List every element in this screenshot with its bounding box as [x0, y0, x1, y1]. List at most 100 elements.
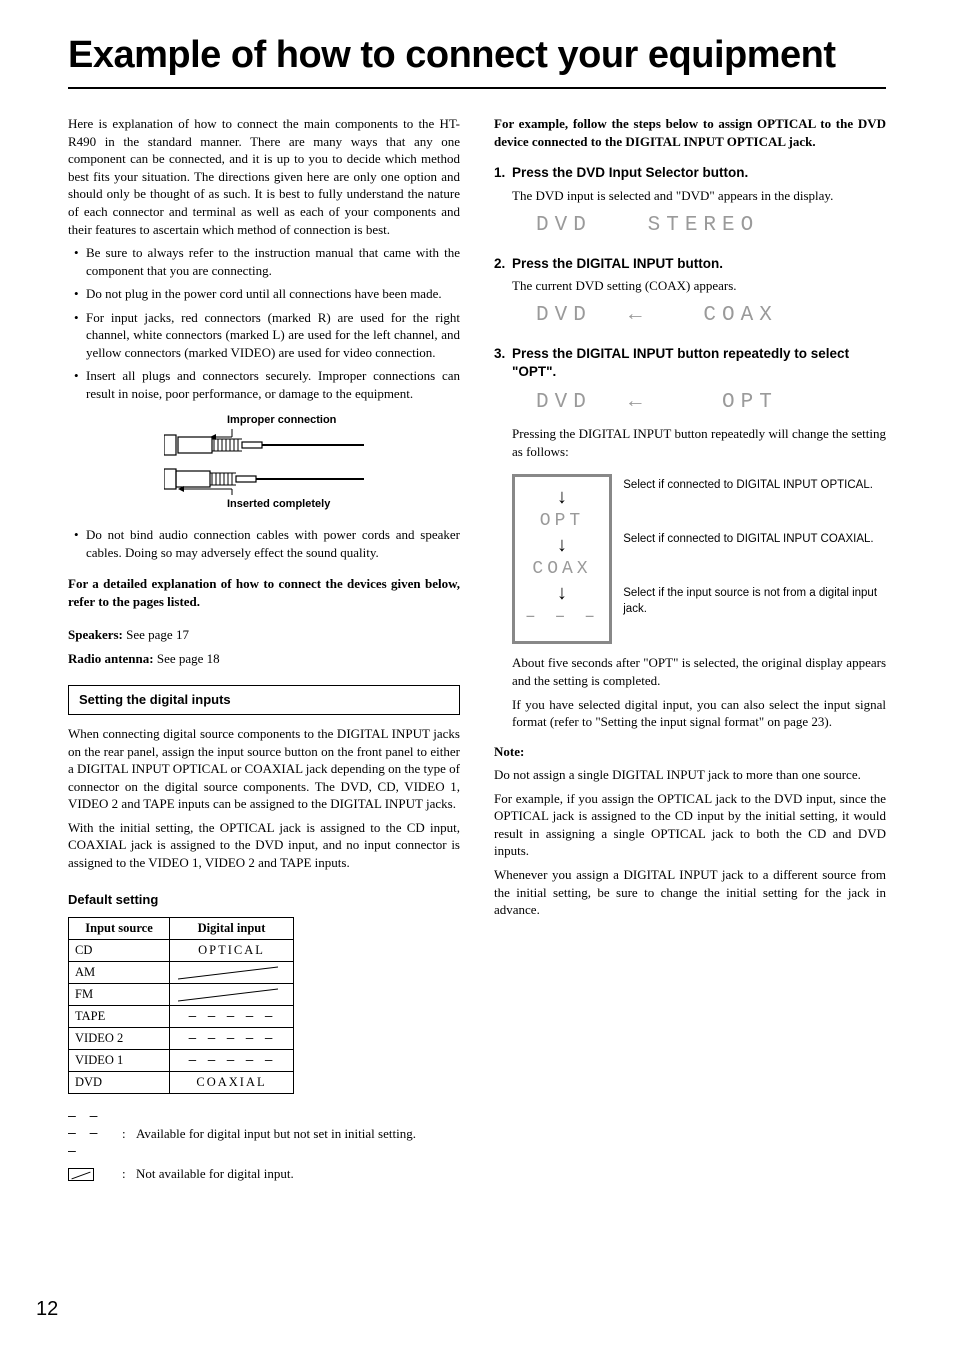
default-setting-heading: Default setting — [68, 891, 460, 909]
bullet-item: Insert all plugs and connectors securely… — [68, 367, 460, 402]
flow-item: COAX — [519, 557, 605, 581]
note-p3: Whenever you assign a DIGITAL INPUT jack… — [494, 866, 886, 919]
legend-text: Available for digital input but not set … — [136, 1125, 460, 1143]
step-text: The current DVD setting (COAX) appears. — [512, 277, 886, 295]
flow-arrow-icon: ↓ — [519, 487, 605, 507]
table-row: VIDEO 1 – – – – – — [69, 1049, 294, 1071]
bullet-list: Be sure to always refer to the instructi… — [68, 244, 460, 402]
table-cell-src: VIDEO 1 — [69, 1049, 170, 1071]
two-column-layout: Here is explanation of how to connect th… — [68, 115, 886, 1186]
legend-symbol-slash — [68, 1165, 122, 1183]
step-text: Pressing the DIGITAL INPUT button repeat… — [512, 425, 886, 460]
ref-radio-label: Radio antenna: — [68, 651, 154, 666]
step-number: 2. — [494, 255, 512, 273]
detailed-note: For a detailed explanation of how to con… — [68, 575, 460, 610]
default-setting-table: Input source Digital input CD OPTICAL AM… — [68, 917, 294, 1094]
bullet-item: For input jacks, red connectors (marked … — [68, 309, 460, 362]
table-header: Input source — [69, 917, 170, 939]
ref-speakers-label: Speakers: — [68, 627, 123, 642]
connector-svg — [164, 429, 364, 495]
right-column: For example, follow the steps below to a… — [494, 115, 886, 1186]
table-cell-di: – – – – – — [170, 1049, 294, 1071]
right-intro: For example, follow the steps below to a… — [494, 115, 886, 150]
legend-colon: : — [122, 1125, 136, 1143]
after-flow-p2: If you have selected digital input, you … — [512, 696, 886, 731]
intro-paragraph: Here is explanation of how to connect th… — [68, 115, 460, 238]
table-cell-src: TAPE — [69, 1005, 170, 1027]
table-cell-di: COAXIAL — [170, 1071, 294, 1093]
step-heading: 3. Press the DIGITAL INPUT button repeat… — [494, 345, 886, 381]
legend-colon: : — [122, 1165, 136, 1183]
flow-box: ↓ OPT ↓ COAX ↓ – – – — [512, 474, 612, 644]
flow-wrapper: ↓ OPT ↓ COAX ↓ – – – Select if connected… — [494, 466, 886, 654]
ref-speakers-text: See page 17 — [123, 627, 189, 642]
digital-p1: When connecting digital source component… — [68, 725, 460, 813]
diagram-label-top: Improper connection — [149, 413, 379, 428]
step-body: Pressing the DIGITAL INPUT button repeat… — [494, 425, 886, 460]
table-row: FM — [69, 983, 294, 1005]
table-cell-src: DVD — [69, 1071, 170, 1093]
flow-desc: Select if connected to DIGITAL INPUT COA… — [623, 532, 883, 586]
step-title: Press the DVD Input Selector button. — [512, 164, 886, 182]
table-cell-src: VIDEO 2 — [69, 1027, 170, 1049]
note-p1: Do not assign a single DIGITAL INPUT jac… — [494, 766, 886, 784]
flow-arrow-icon: ↓ — [519, 583, 605, 603]
table-cell-src: AM — [69, 961, 170, 983]
table-row: VIDEO 2 – – – – – — [69, 1027, 294, 1049]
table-cell-di — [170, 983, 294, 1005]
bullet-item: Do not plug in the power cord until all … — [68, 285, 460, 303]
bullet-item: Do not bind audio connection cables with… — [68, 526, 460, 561]
connector-diagram: Improper connection — [149, 413, 379, 513]
page-number: 12 — [36, 1296, 58, 1323]
flow-arrow-icon: ↓ — [519, 535, 605, 555]
segment-display: DVD STEREO — [536, 212, 886, 240]
table-header: Digital input — [170, 917, 294, 939]
step-text: The DVD input is selected and "DVD" appe… — [512, 187, 886, 205]
bullet-list-2: Do not bind audio connection cables with… — [68, 526, 460, 561]
ref-radio-text: See page 18 — [154, 651, 220, 666]
step-body: The DVD input is selected and "DVD" appe… — [494, 187, 886, 205]
table-header-row: Input source Digital input — [69, 917, 294, 939]
digital-p2: With the initial setting, the OPTICAL ja… — [68, 819, 460, 872]
step-number: 3. — [494, 345, 512, 381]
table-row: TAPE – – – – – — [69, 1005, 294, 1027]
step-heading: 1. Press the DVD Input Selector button. — [494, 164, 886, 182]
flow-item: OPT — [519, 509, 605, 533]
step-title: Press the DIGITAL INPUT button repeatedl… — [512, 345, 886, 381]
flow-descriptions: Select if connected to DIGITAL INPUT OPT… — [623, 478, 883, 640]
table-cell-di: – – – – – — [170, 1005, 294, 1027]
segment-display: DVD ← COAX — [536, 302, 886, 330]
table-cell-di: – – – – – — [170, 1027, 294, 1049]
note-label: Note: — [494, 743, 886, 761]
ref-speakers: Speakers: See page 17 — [68, 626, 460, 644]
left-column: Here is explanation of how to connect th… — [68, 115, 460, 1186]
step-heading: 2. Press the DIGITAL INPUT button. — [494, 255, 886, 273]
bullet-item: Be sure to always refer to the instructi… — [68, 244, 460, 279]
table-row: CD OPTICAL — [69, 939, 294, 961]
table-cell-src: FM — [69, 983, 170, 1005]
after-flow: About five seconds after "OPT" is select… — [494, 654, 886, 730]
flow-desc: Select if the input source is not from a… — [623, 586, 883, 640]
flow-desc: Select if connected to DIGITAL INPUT OPT… — [623, 478, 883, 532]
page-title: Example of how to connect your equipment — [68, 30, 886, 89]
diagram-label-bottom: Inserted completely — [149, 497, 379, 512]
note-p2: For example, if you assign the OPTICAL j… — [494, 790, 886, 860]
step-body: The current DVD setting (COAX) appears. — [494, 277, 886, 295]
table-cell-src: CD — [69, 939, 170, 961]
step-number: 1. — [494, 164, 512, 182]
step-title: Press the DIGITAL INPUT button. — [512, 255, 886, 273]
section-heading-box: Setting the digital inputs — [68, 685, 460, 715]
legend-row: : Not available for digital input. — [68, 1165, 460, 1183]
legend-row: – – – – – : Available for digital input … — [68, 1108, 460, 1161]
flow-item: – – – — [519, 605, 605, 629]
table-row: DVD COAXIAL — [69, 1071, 294, 1093]
legend-text: Not available for digital input. — [136, 1165, 460, 1183]
ref-radio: Radio antenna: See page 18 — [68, 650, 460, 668]
table-row: AM — [69, 961, 294, 983]
table-cell-di: OPTICAL — [170, 939, 294, 961]
legend-symbol-dash: – – – – – — [68, 1108, 122, 1161]
table-legend: – – – – – : Available for digital input … — [68, 1108, 460, 1182]
table-cell-di — [170, 961, 294, 983]
after-flow-p1: About five seconds after "OPT" is select… — [512, 654, 886, 689]
segment-display: DVD ← OPT — [536, 389, 886, 417]
